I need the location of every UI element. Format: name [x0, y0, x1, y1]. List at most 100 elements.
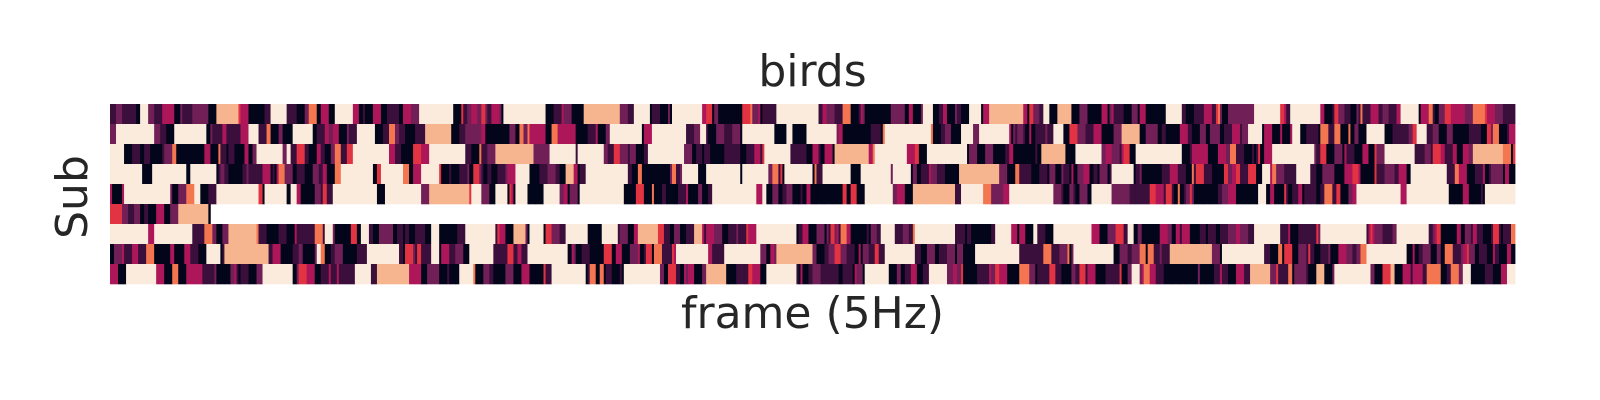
heatmap-cell: [186, 184, 195, 205]
heatmap-cell: [1352, 164, 1359, 185]
heatmap-cell: [1478, 244, 1488, 265]
heatmap-cell: [1272, 124, 1281, 145]
heatmap-cell: [1049, 264, 1056, 285]
heatmap-cell: [158, 144, 163, 165]
heatmap-cell: [272, 244, 282, 265]
heatmap-cell: [1492, 224, 1500, 245]
heatmap-cell: [938, 244, 944, 265]
heatmap-cell: [1298, 184, 1303, 205]
heatmap-cell: [653, 244, 663, 265]
heatmap-cell: [286, 184, 292, 205]
heatmap-cell: [1452, 124, 1462, 145]
heatmap-cell: [1111, 164, 1135, 185]
heatmap-cell: [1462, 184, 1470, 205]
heatmap-cell: [1015, 264, 1020, 285]
heatmap-cell: [1139, 164, 1143, 185]
heatmap-cell: [1215, 164, 1225, 185]
heatmap-cell: [868, 224, 872, 245]
heatmap-cell: [1191, 184, 1195, 205]
heatmap-cell: [272, 224, 275, 245]
heatmap-cell: [575, 244, 583, 265]
heatmap-cell: [1087, 264, 1096, 285]
heatmap-cell: [1456, 104, 1466, 125]
heatmap-cell: [798, 184, 801, 205]
heatmap-cell: [1408, 124, 1414, 145]
heatmap-cell: [268, 244, 273, 265]
heatmap-cell: [397, 224, 402, 245]
heatmap-cell: [1444, 224, 1450, 245]
heatmap-cell: [403, 244, 406, 265]
heatmap-cell: [1131, 264, 1141, 285]
heatmap-cell: [477, 104, 482, 125]
heatmap-cell: [800, 184, 803, 205]
heatmap-cell: [1229, 124, 1233, 145]
heatmap-cell: [746, 264, 749, 285]
heatmap-cell: [633, 144, 637, 165]
heatmap-cell: [1458, 264, 1464, 285]
heatmap-cell: [858, 104, 862, 125]
heatmap-cell: [1474, 244, 1480, 265]
heatmap-cell: [541, 264, 544, 285]
heatmap-cell: [1440, 144, 1446, 165]
heatmap-cell: [653, 184, 663, 205]
heatmap-cell: [818, 104, 823, 125]
heatmap-cell: [1400, 184, 1403, 205]
heatmap-cell: [714, 104, 719, 125]
heatmap-cell: [983, 184, 992, 205]
heatmap-cell: [499, 124, 504, 145]
heatmap-cell: [1007, 164, 1016, 185]
heatmap-cell: [704, 224, 707, 245]
heatmap-cell: [110, 164, 143, 185]
heatmap-cell: [1039, 124, 1046, 145]
heatmap-cell: [1123, 104, 1133, 125]
heatmap-cell: [1440, 264, 1448, 285]
heatmap-cell: [441, 164, 450, 185]
heatmap-cell: [995, 264, 1000, 285]
heatmap-cell: [1035, 264, 1038, 285]
heatmap-cell: [1041, 144, 1066, 165]
heatmap-cell: [1460, 224, 1466, 245]
heatmap-cell: [1502, 104, 1510, 125]
heatmap-cell: [170, 104, 175, 125]
heatmap-cell: [264, 184, 288, 205]
heatmap-cell: [248, 144, 253, 165]
heatmap-cell: [1181, 224, 1191, 245]
heatmap-cell: [736, 104, 743, 125]
heatmap-cell: [332, 224, 336, 245]
heatmap-cell: [449, 264, 456, 285]
heatmap-cell: [575, 124, 581, 145]
heatmap-cell: [1494, 164, 1504, 185]
heatmap-cell: [208, 184, 211, 205]
heatmap-cell: [507, 164, 516, 185]
heatmap-cell: [573, 164, 579, 185]
heatmap-cell: [459, 124, 466, 145]
heatmap-cell: [637, 224, 659, 245]
heatmap-cell: [1292, 164, 1297, 185]
heatmap-cell: [826, 104, 835, 125]
heatmap-cell: [128, 204, 135, 225]
heatmap-cell: [706, 104, 713, 125]
heatmap-cell: [248, 104, 257, 125]
heatmap-cell: [204, 224, 213, 245]
heatmap-cell: [1075, 264, 1080, 285]
heatmap-cell: [872, 124, 882, 145]
heatmap-cell: [256, 104, 265, 125]
heatmap-cell: [1354, 124, 1359, 145]
heatmap-cell: [1093, 104, 1102, 125]
heatmap-cell: [499, 224, 506, 245]
heatmap-cell: [961, 224, 966, 245]
heatmap-cell: [256, 224, 259, 245]
heatmap-cell: [916, 164, 922, 185]
heatmap-cell: [1306, 244, 1309, 265]
heatmap-cell: [920, 244, 928, 265]
heatmap-cell: [324, 144, 332, 165]
heatmap-cell: [122, 104, 131, 125]
heatmap-cell: [1201, 104, 1205, 125]
heatmap-cell: [1242, 124, 1249, 145]
heatmap-cell: [1043, 104, 1050, 125]
heatmap-cell: [140, 104, 149, 125]
chart-title: birds: [758, 46, 867, 97]
heatmap-cell: [912, 224, 916, 245]
heatmap-cell: [631, 164, 639, 185]
heatmap-cell: [914, 244, 922, 265]
